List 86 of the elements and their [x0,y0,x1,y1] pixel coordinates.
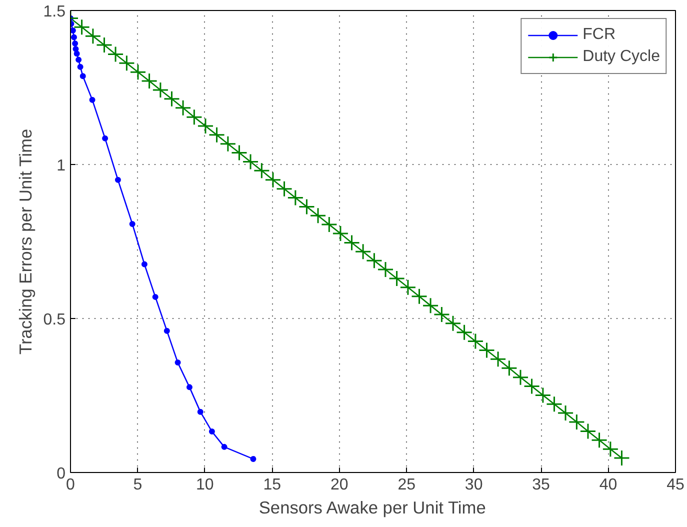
point [276,180,293,198]
point [512,369,529,386]
point [84,28,102,44]
point [557,404,574,422]
point [524,378,540,395]
point [613,450,630,466]
point [152,294,158,300]
point [602,440,619,458]
point [96,36,112,54]
point [411,288,428,305]
point [568,414,585,430]
point [72,40,78,46]
x-tick-label: 20 [330,476,348,494]
point [444,315,462,332]
point [500,360,518,376]
legend-label: FCR [582,26,616,44]
point [354,243,372,260]
point [163,90,180,108]
point [76,56,82,63]
point [344,234,360,251]
point [80,73,86,80]
point [186,108,202,126]
point [114,176,121,183]
point [467,333,484,350]
point [253,162,270,179]
x-tick-label: 35 [532,476,550,494]
x-tick-label: 40 [599,476,618,494]
point [377,261,394,278]
point [74,18,90,36]
point [174,100,192,116]
x-tick-label: 10 [196,476,214,494]
point [400,279,416,296]
point [74,50,80,57]
point [332,225,349,242]
point [70,28,76,34]
y-tick-label: 1 [56,158,66,174]
point [130,64,146,80]
point [174,360,181,366]
point [118,54,135,72]
x-tick-label: 45 [666,476,684,494]
point [433,306,450,323]
point [287,190,304,206]
point [102,135,108,142]
y-tick-label: 0 [56,466,66,482]
point [208,428,215,435]
point [546,396,562,412]
point [310,207,326,224]
point [591,432,608,448]
point [422,297,439,314]
point [230,144,248,162]
point [220,136,236,152]
point [242,153,259,170]
point [141,72,158,90]
x-tick-label: 25 [398,476,416,494]
x-tick-label: 30 [464,476,483,494]
point [366,252,382,269]
point [164,328,170,334]
point [107,46,124,62]
point [197,118,214,134]
point [490,350,506,368]
x-tick-label: 15 [263,476,282,494]
point [456,324,473,341]
legend-label: Duty Cycle [582,48,660,66]
y-tick-label: 0.5 [43,312,66,328]
y-axis-title: Tracking Errors per Unit Time [15,128,36,354]
point [141,261,148,268]
point [129,220,136,227]
point [197,408,204,415]
point [152,82,169,98]
x-tick-label: 5 [133,476,142,494]
x-axis-title: Sensors Awake per Unit Time [258,498,486,518]
y-tick-label: 1.5 [43,4,66,20]
point [478,342,495,358]
point [89,96,96,103]
point [388,270,406,287]
point [298,198,315,215]
point [77,64,84,70]
point [250,456,256,462]
point [264,172,282,188]
point [186,384,192,390]
point [580,422,596,440]
point [534,386,552,404]
point [70,34,77,40]
point [208,126,226,144]
point [320,216,338,233]
point [221,444,228,450]
